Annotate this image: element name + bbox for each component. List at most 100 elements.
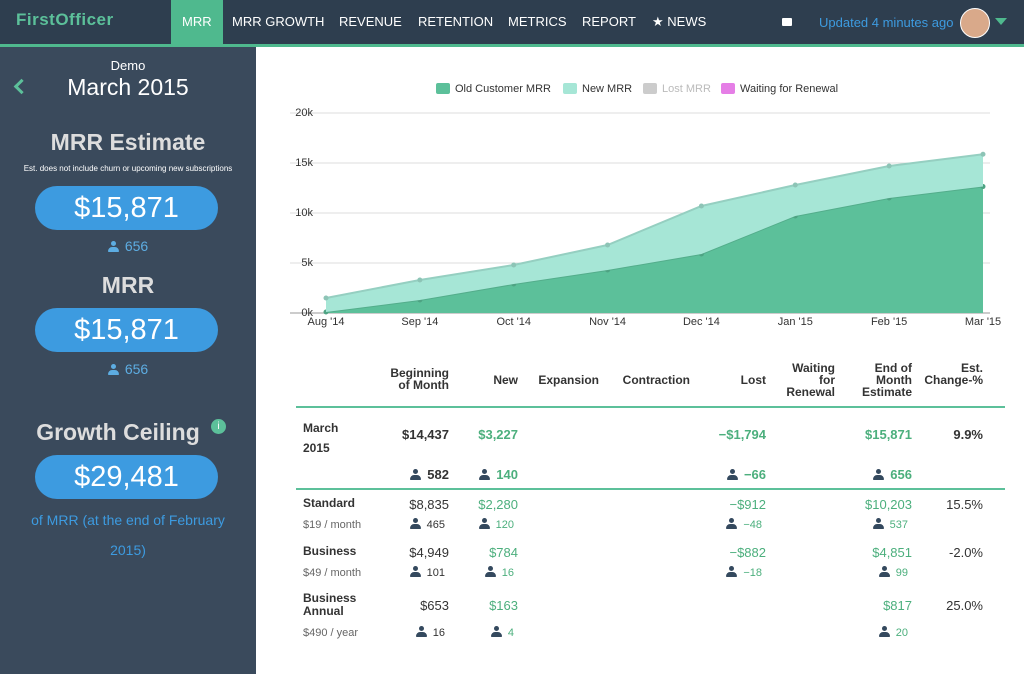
person-icon [726,518,738,529]
estimate-note: Est. does not include churn or upcoming … [23,164,233,173]
person-icon [409,518,421,529]
row-label: Business [303,544,357,558]
menu-caret[interactable] [995,18,1007,25]
row-rule [296,488,1005,490]
cell: -2.0% [949,545,983,560]
row-plan-price: $49 / month [303,567,362,579]
cell: $653 [420,598,449,613]
y-tick-label: 5k [301,257,313,269]
estimate-count: 656 [0,238,256,254]
nav-tab[interactable]: MRR GROWTH [232,14,325,29]
estimate-title: MRR Estimate [50,129,206,155]
nav-tab[interactable]: ★ NEWS [652,14,707,29]
row-label: Standard [303,496,356,510]
count-cell: 656 [873,467,912,482]
count-cell: 16 [415,626,445,639]
person-icon [726,469,738,480]
person-icon [410,469,422,480]
legend-swatch[interactable] [436,83,450,94]
count: 4 [507,627,514,639]
ceiling-note: of MRR (at the end of February 2015) [31,512,225,558]
area-line [325,153,984,299]
column-header: Est. Change-% [924,361,983,387]
count-cell: 101 [409,566,445,579]
count-cell: −18 [726,566,762,579]
column-header: Lost [740,373,766,387]
nav-tab[interactable]: METRICS [508,14,567,29]
count: 16 [501,567,514,579]
cell: $10,203 [865,497,912,512]
person-icon [878,626,890,637]
count: −66 [743,467,766,482]
legend-label[interactable]: Lost MRR [662,83,711,95]
cell: 9.9% [953,427,983,442]
legend-label[interactable]: Waiting for Renewal [740,83,838,95]
cell: $14,437 [402,427,449,442]
y-tick-label: 10k [295,207,313,219]
column-header: New [493,373,518,387]
person-icon [872,518,884,529]
x-tick-label: Feb '15 [871,316,907,328]
point [605,242,611,248]
area [326,186,983,313]
y-tick-label: 20k [295,107,313,119]
count: 101 [426,567,445,579]
cell: $817 [883,598,912,613]
person-icon [873,469,885,480]
cell: 25.0% [946,598,983,613]
x-tick-label: Aug '14 [308,316,345,328]
count-cell: 582 [410,467,449,482]
x-tick-label: Dec '14 [683,316,720,328]
column-header: Expansion [538,373,599,387]
legend-swatch[interactable] [721,83,735,94]
person-icon [409,566,421,577]
logo[interactable]: FirstOfficer [16,10,114,29]
count: −18 [743,567,762,579]
mrr-value: $15,871 [35,308,218,352]
person-icon [726,566,738,577]
header-rule [296,406,1005,408]
cell: $15,871 [865,427,912,442]
count-cell: 465 [409,518,445,531]
nav-tab[interactable]: REPORT [582,14,636,29]
nav-tab[interactable]: REVENUE [339,14,402,29]
x-tick-label: Jan '15 [778,316,813,328]
count-cell: 20 [878,626,908,639]
legend-swatch[interactable] [563,83,577,94]
count-cell: 99 [878,566,908,579]
count: 99 [895,567,908,579]
legend-label[interactable]: Old Customer MRR [455,83,551,95]
y-tick-label: 15k [295,157,313,169]
sidebar: Demo March 2015 MRR Estimate Est. does n… [0,47,256,674]
period: March 2015 [67,74,189,100]
count-cell: −66 [726,467,766,482]
cell: $4,949 [409,545,449,560]
point [792,182,798,188]
cell: $2,280 [478,497,518,512]
column-header: Beginning of Month [390,366,449,392]
count: 537 [889,519,908,531]
column-header: Waiting for Renewal [786,361,835,399]
nav-tab[interactable]: RETENTION [418,14,494,29]
count: 16 [432,627,445,639]
cell: −$882 [729,545,766,560]
count-cell: 16 [484,566,514,579]
avatar[interactable] [960,8,990,38]
legend-label[interactable]: New MRR [582,83,632,95]
nav-bar: FirstOfficer Updated 4 minutes ago MRR MR… [0,0,1024,47]
count: −48 [743,519,762,531]
point [980,151,986,157]
legend-swatch[interactable] [643,83,657,94]
estimate-value: $15,871 [35,186,218,230]
count: 656 [890,467,912,482]
cell: −$1,794 [718,427,766,442]
count-cell: 120 [478,518,514,531]
person-icon [490,626,502,637]
person-icon [415,626,427,637]
row-label: Business Annual [303,591,357,618]
info-icon[interactable]: i [211,419,226,434]
nav-tab[interactable]: MRR [171,0,223,44]
point [417,277,423,283]
cell: $784 [489,545,518,560]
